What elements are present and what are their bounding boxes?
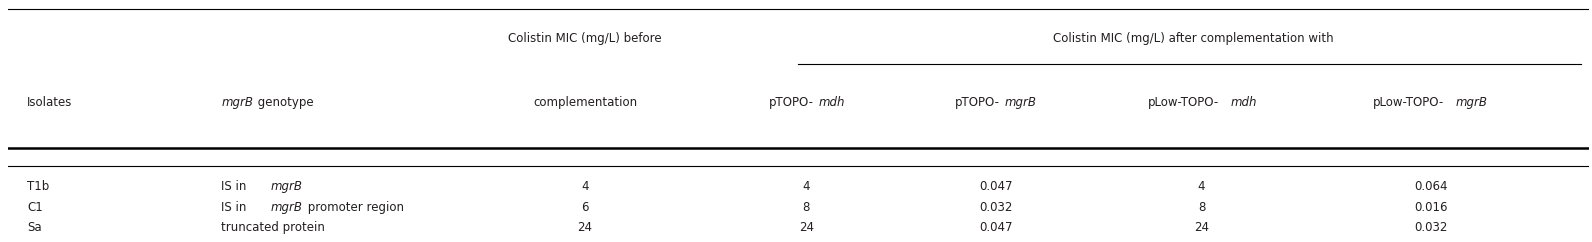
Text: pTOPO-: pTOPO- bbox=[955, 96, 1000, 109]
Text: promoter region: promoter region bbox=[304, 201, 404, 214]
Text: 0.064: 0.064 bbox=[1414, 180, 1447, 193]
Text: IS in: IS in bbox=[221, 201, 250, 214]
Text: 4: 4 bbox=[1197, 180, 1205, 193]
Text: 24: 24 bbox=[1194, 221, 1208, 234]
Text: genotype: genotype bbox=[255, 96, 314, 109]
Text: pLow-TOPO-: pLow-TOPO- bbox=[1374, 96, 1444, 109]
Text: Isolates: Isolates bbox=[27, 96, 72, 109]
Text: Colistin MIC (mg/L) before: Colistin MIC (mg/L) before bbox=[508, 32, 662, 45]
Text: mdh: mdh bbox=[1231, 96, 1256, 109]
Text: 24: 24 bbox=[799, 221, 814, 234]
Text: mgrB: mgrB bbox=[271, 201, 302, 214]
Text: 8: 8 bbox=[1197, 201, 1205, 214]
Text: 0.032: 0.032 bbox=[979, 201, 1013, 214]
Text: 8: 8 bbox=[802, 201, 810, 214]
Text: 4: 4 bbox=[581, 180, 589, 193]
Text: C1: C1 bbox=[27, 201, 43, 214]
Text: mgrB: mgrB bbox=[221, 96, 253, 109]
Text: mgrB: mgrB bbox=[1455, 96, 1487, 109]
Text: 24: 24 bbox=[578, 221, 592, 234]
Text: pLow-TOPO-: pLow-TOPO- bbox=[1148, 96, 1219, 109]
Text: 0.016: 0.016 bbox=[1414, 201, 1447, 214]
Text: Sa: Sa bbox=[27, 221, 41, 234]
Text: 0.032: 0.032 bbox=[1414, 221, 1447, 234]
Text: 4: 4 bbox=[802, 180, 810, 193]
Text: T1b: T1b bbox=[27, 180, 49, 193]
Text: Colistin MIC (mg/L) after complementation with: Colistin MIC (mg/L) after complementatio… bbox=[1054, 32, 1334, 45]
Text: pTOPO-: pTOPO- bbox=[769, 96, 814, 109]
Text: complementation: complementation bbox=[533, 96, 637, 109]
Text: 0.047: 0.047 bbox=[979, 221, 1013, 234]
Text: mgrB: mgrB bbox=[1005, 96, 1036, 109]
Text: 6: 6 bbox=[581, 201, 589, 214]
Text: mdh: mdh bbox=[818, 96, 845, 109]
Text: 0.047: 0.047 bbox=[979, 180, 1013, 193]
Text: mgrB: mgrB bbox=[271, 180, 302, 193]
Text: IS in: IS in bbox=[221, 180, 250, 193]
Text: truncated protein: truncated protein bbox=[221, 221, 325, 234]
